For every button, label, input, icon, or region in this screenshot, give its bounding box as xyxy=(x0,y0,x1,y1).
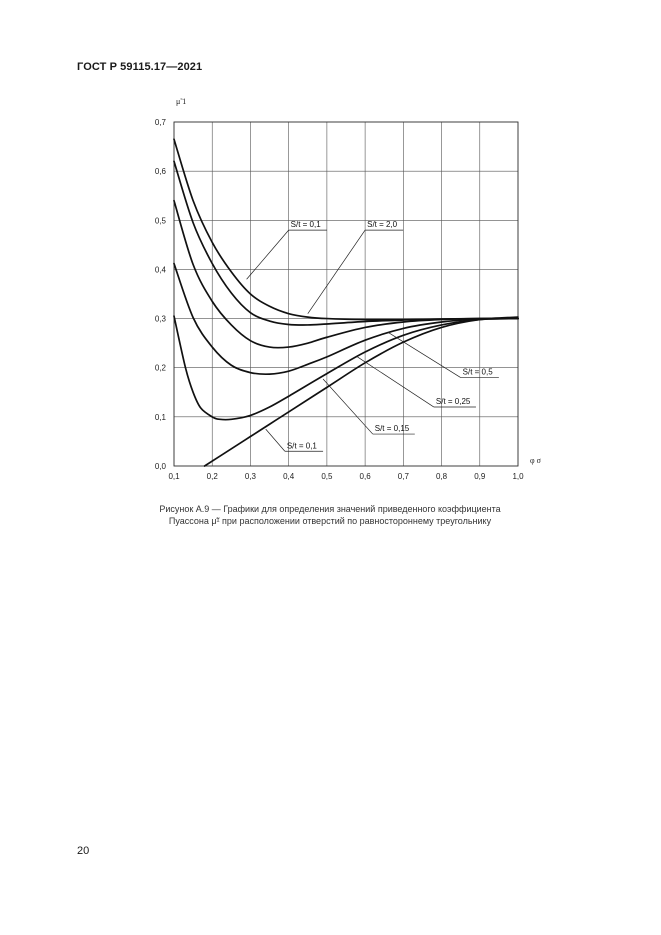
series-curve-6 xyxy=(203,316,519,467)
axis-labels: μ̃ 1 φ σ xyxy=(176,97,542,465)
x-tick-label: 0,6 xyxy=(360,472,372,481)
poisson-ratio-chart: 0,1 0,2 0,3 0,4 0,5 0,6 0,7 0,8 0,9 1,00,00,10,20… xyxy=(155,97,542,481)
x-tick-label: 0,8 xyxy=(436,472,448,481)
annotation-pointer xyxy=(357,356,435,408)
annotation-pointer xyxy=(387,332,461,378)
x-tick-label: 0,7 xyxy=(398,472,410,481)
y-tick-label: 0,2 xyxy=(155,364,167,373)
x-tick-label: 0,9 xyxy=(474,472,486,481)
y-tick-label: 0,4 xyxy=(155,265,167,274)
x-tick-label: 1,0 xyxy=(512,472,524,481)
axes xyxy=(173,121,519,467)
annotation-label: S/t = 0,15 xyxy=(375,424,410,433)
annotation-label: S/t = 0,5 xyxy=(463,368,494,377)
annotation-pointer xyxy=(246,229,289,280)
series-curve-3 xyxy=(173,199,519,349)
figure-caption: Рисунок А.9 — Графики для определения зн… xyxy=(60,503,600,527)
annotation-label: S/t = 0,25 xyxy=(436,397,471,406)
y-tick-label: 0,1 xyxy=(155,413,167,422)
series-curve-2 xyxy=(173,160,519,326)
y-tick-label: 0,5 xyxy=(155,216,167,225)
grid xyxy=(173,121,519,467)
y-tick-label: 0,6 xyxy=(155,167,167,176)
x-axis-label: φ σ xyxy=(530,456,542,465)
series-curve-4 xyxy=(173,262,519,376)
document-header: ГОСТ Р 59115.17—2021 xyxy=(77,61,203,73)
tick-labels: 0,1 0,2 0,3 0,4 0,5 0,6 0,7 0,8 0,9 1,00,00,10,20… xyxy=(155,118,524,481)
x-tick-label: 0,2 xyxy=(207,472,219,481)
curve-annotations: S/t = 0,1 S/t = 2,0 S/t = 0,5 S/t = 0,25 S/t… xyxy=(246,220,499,452)
caption-line-1: Рисунок А.9 — Графики для определения зн… xyxy=(159,504,501,514)
y-axis-label: μ̃ 1 xyxy=(176,97,186,106)
caption-line-2: Пуассона μ̃¹ при расположении отверстий … xyxy=(168,516,492,526)
page-number: 20 xyxy=(77,845,90,857)
series-curve-1 xyxy=(173,138,519,321)
annotation-pointer xyxy=(265,428,286,452)
y-tick-label: 0,7 xyxy=(155,118,167,127)
y-tick-label: 0,3 xyxy=(155,315,167,324)
annotation-pointer xyxy=(322,378,374,435)
series-curve-5 xyxy=(173,315,519,421)
y-tick-label: 0,0 xyxy=(155,462,167,471)
series-curves xyxy=(173,138,519,467)
x-tick-label: 0,4 xyxy=(283,472,295,481)
annotation-label: S/t = 0,1 xyxy=(291,220,322,229)
annotation-label: S/t = 2,0 xyxy=(367,220,398,229)
x-tick-label: 0,3 xyxy=(245,472,257,481)
plot-frame xyxy=(173,121,519,467)
annotation-pointer xyxy=(307,229,366,314)
annotation-label: S/t = 0,1 xyxy=(287,441,318,450)
x-tick-label: 0,1 xyxy=(168,472,180,481)
x-tick-label: 0,5 xyxy=(321,472,333,481)
